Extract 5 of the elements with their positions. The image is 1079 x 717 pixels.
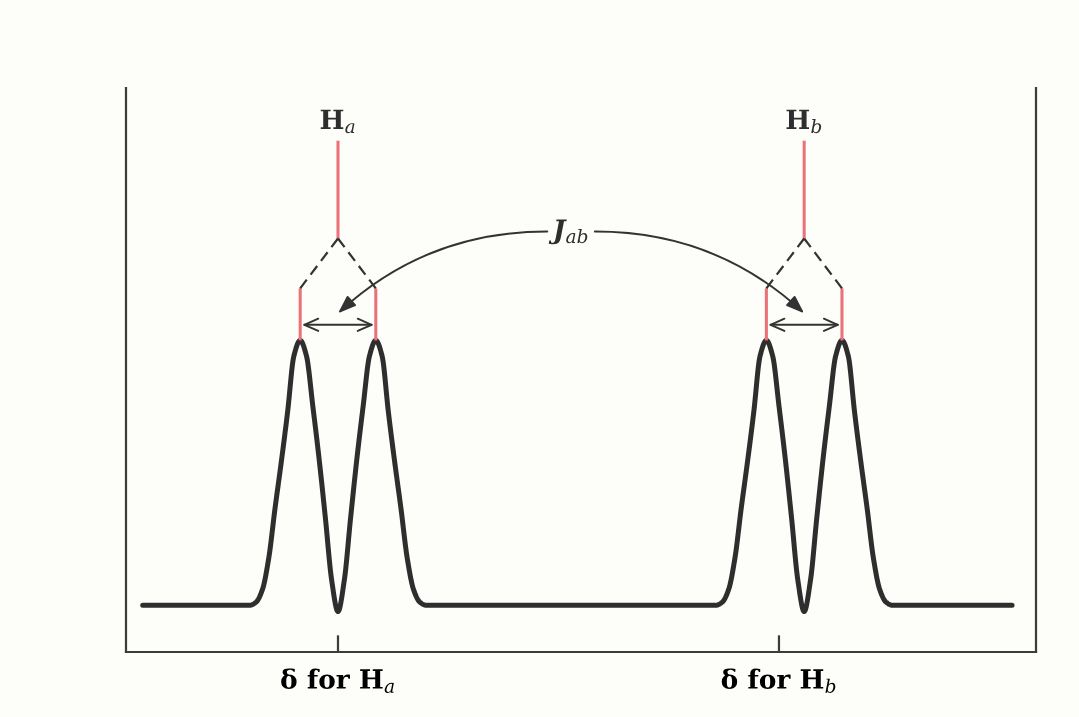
x-tick-label: δ for H$_{b}$: [721, 668, 836, 693]
text: H$_{b}$: [786, 109, 822, 134]
x-tick-label: δ for H$_{a}$: [281, 668, 394, 693]
text: J$_{ab}$: [548, 219, 588, 245]
text: H$_{a}$: [320, 109, 355, 134]
